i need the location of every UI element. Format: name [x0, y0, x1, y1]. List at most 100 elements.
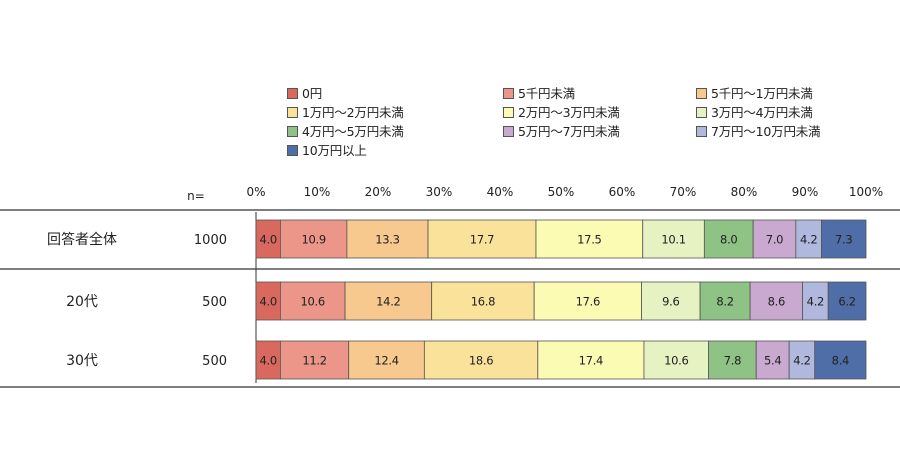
legend-label: 1万円～2万円未満 [302, 105, 404, 120]
data-label: 10.9 [301, 233, 325, 247]
bar-segment [749, 281, 803, 321]
data-label: 13.3 [375, 233, 399, 247]
data-label: 17.4 [579, 354, 603, 368]
legend-item: 5千円未満 [503, 86, 575, 101]
legend-item: 1万円～2万円未満 [287, 105, 404, 120]
legend-label: 3万円～4万円未満 [711, 105, 813, 120]
bar-segment [708, 340, 757, 380]
bar-segment [802, 281, 829, 321]
bar-segment [423, 340, 539, 380]
bar-segment [537, 340, 645, 380]
data-label: 4.2 [793, 354, 810, 368]
bar-segment [755, 340, 790, 380]
bar-segment [533, 281, 642, 321]
legend-swatch [503, 126, 514, 137]
bar-segment [431, 281, 535, 321]
data-label: 17.6 [576, 295, 600, 309]
data-label: 5.4 [764, 354, 781, 368]
bar-segment [814, 340, 867, 380]
data-label: 17.7 [470, 233, 494, 247]
bar-segment [795, 219, 822, 259]
n-value: 500 [202, 295, 227, 310]
category-label: 30代 [66, 353, 98, 369]
x-tick-label: 30% [426, 185, 453, 199]
category-label: 回答者全体 [47, 231, 117, 248]
data-label: 16.8 [471, 295, 495, 309]
legend-label: 5千円未満 [518, 86, 575, 101]
legend-item: 10万円以上 [287, 143, 367, 158]
bar-segment [827, 281, 867, 321]
data-label: 7.0 [766, 233, 783, 247]
bar-segment [699, 281, 751, 321]
bar-segment [427, 219, 537, 259]
data-label: 8.6 [768, 295, 785, 309]
n-value: 1000 [194, 233, 227, 248]
x-tick-label: 70% [670, 185, 697, 199]
legend-label: 2万円～3万円未満 [518, 105, 620, 120]
x-tick-label: 50% [548, 185, 575, 199]
legend-swatch [287, 145, 298, 156]
data-label: 8.4 [832, 354, 849, 368]
x-tick-label: 20% [365, 185, 392, 199]
bar-segment [279, 340, 350, 380]
bar-segment [344, 281, 433, 321]
legend-item: 2万円～3万円未満 [503, 105, 620, 120]
legend-label: 10万円以上 [302, 143, 367, 158]
bar-segment [279, 219, 348, 259]
legend-item: 0円 [287, 86, 322, 101]
data-label: 8.2 [716, 295, 733, 309]
category-label: 20代 [66, 294, 98, 310]
data-label: 18.6 [469, 354, 493, 368]
bar-segment [752, 219, 797, 259]
x-tick-label: 10% [304, 185, 331, 199]
x-tick-label: 90% [792, 185, 819, 199]
bar-segment [279, 281, 346, 321]
data-label: 17.5 [577, 233, 601, 247]
data-label: 7.8 [724, 354, 741, 368]
legend-swatch [696, 126, 707, 137]
data-label: 10.1 [661, 233, 685, 247]
legend-swatch [503, 107, 514, 118]
legend-swatch [503, 88, 514, 99]
legend-swatch [696, 107, 707, 118]
x-tick-label: 80% [731, 185, 758, 199]
data-label: 4.0 [260, 354, 277, 368]
legend-item: 5万円～7万円未満 [503, 124, 620, 139]
data-label: 4.2 [800, 233, 817, 247]
data-label: 11.2 [302, 354, 326, 368]
legend-swatch [287, 107, 298, 118]
bar-segment [703, 219, 754, 259]
bar-segment [642, 219, 705, 259]
bar-segment [643, 340, 710, 380]
legend-item: 7万円～10万円未満 [696, 124, 821, 139]
bar-segment [255, 340, 281, 380]
data-label: 10.6 [664, 354, 688, 368]
n-header: n= [187, 189, 205, 203]
data-label: 9.6 [662, 295, 679, 309]
legend-label: 5千円～1万円未満 [711, 86, 813, 101]
data-label: 7.3 [835, 233, 852, 247]
x-tick-label: 100% [849, 185, 883, 199]
x-tick-label: 40% [487, 185, 514, 199]
legend-item: 3万円～4万円未満 [696, 105, 813, 120]
legend-label: 0円 [302, 86, 323, 101]
legend-item: 4万円～5万円未満 [287, 124, 404, 139]
legend-swatch [287, 126, 298, 137]
bar-segment [788, 340, 816, 380]
bar-segment [641, 281, 701, 321]
legend-label: 4万円～5万円未満 [302, 124, 404, 139]
data-label: 12.4 [374, 354, 398, 368]
data-label: 6.2 [838, 295, 855, 309]
data-label: 14.2 [376, 295, 400, 309]
data-label: 10.6 [301, 295, 325, 309]
legend-swatch [696, 88, 707, 99]
data-label: 4.0 [260, 295, 277, 309]
legend-item: 5千円～1万円未満 [696, 86, 813, 101]
legend-label: 5万円～7万円未満 [518, 124, 620, 139]
bar-segment [348, 340, 425, 380]
data-label: 4.2 [807, 295, 824, 309]
data-label: 8.0 [720, 233, 737, 247]
n-value: 500 [202, 354, 227, 369]
